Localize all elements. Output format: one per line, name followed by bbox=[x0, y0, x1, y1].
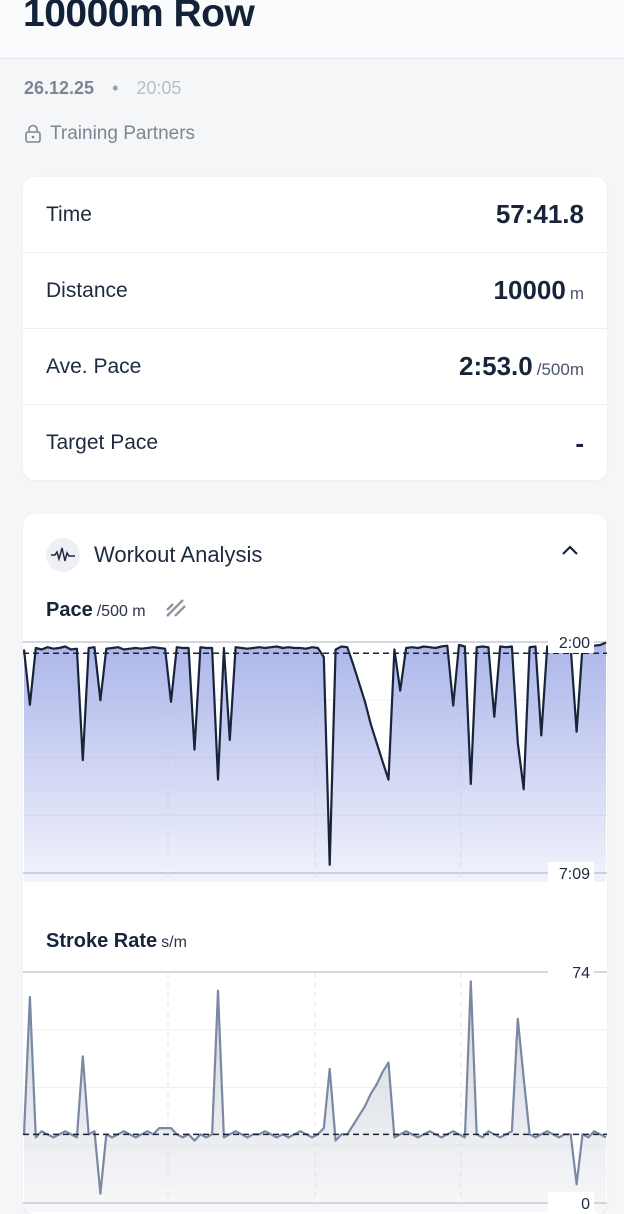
series-area bbox=[24, 981, 606, 1212]
stat-label: Distance bbox=[46, 278, 128, 302]
value-text: 10000 bbox=[493, 275, 566, 305]
visibility-setting[interactable]: Training Partners bbox=[24, 123, 195, 145]
visibility-label: Training Partners bbox=[50, 123, 196, 144]
value-text: 57:41.8 bbox=[495, 199, 584, 229]
value-text: 2:53.0 bbox=[459, 351, 533, 381]
pace-chart-title: Pace/500 m bbox=[46, 598, 189, 622]
workout-analysis-card: Workout Analysis Pace/500 m 2:00 7:09 Str… bbox=[23, 514, 607, 1214]
stat-value: 10000 m bbox=[494, 275, 584, 306]
y-tick-label: 0 bbox=[581, 1196, 590, 1212]
stat-row-distance: Distance 10000 m bbox=[23, 253, 607, 329]
stat-value: 57:41.8 bbox=[496, 199, 584, 230]
stat-row-target-pace: Target Pace - bbox=[23, 405, 607, 481]
separator: • bbox=[112, 78, 119, 98]
stat-label: Time bbox=[46, 202, 92, 226]
y-tick-label: 74 bbox=[572, 965, 590, 982]
page-title: 10000m Row bbox=[23, 0, 255, 35]
workout-time: 20:05 bbox=[136, 78, 182, 98]
y-tick-label: 7:09 bbox=[559, 866, 590, 882]
series-line bbox=[23, 980, 607, 1195]
pace-chart: 2:00 7:09 bbox=[23, 632, 607, 882]
tick-label-bg bbox=[548, 632, 594, 653]
stat-row-time: Time 57:41.8 bbox=[23, 177, 607, 253]
lock-icon bbox=[25, 124, 41, 143]
chart-unit: /500 m bbox=[96, 603, 146, 620]
split-toggle-icon[interactable] bbox=[165, 598, 189, 618]
stat-value: - bbox=[575, 428, 584, 459]
waveform-icon bbox=[46, 538, 80, 572]
analysis-header[interactable]: Workout Analysis bbox=[46, 538, 262, 572]
summary-card: Time 57:41.8 Distance 10000 m Ave. Pace 2:53… bbox=[23, 177, 607, 480]
stat-label: Ave. Pace bbox=[46, 354, 142, 378]
chart-title: Stroke Rate bbox=[46, 930, 158, 952]
stroke-rate-chart: 74 0 bbox=[23, 962, 607, 1212]
value-text: - bbox=[575, 427, 584, 458]
stat-value: 2:53.0/500m bbox=[459, 351, 584, 382]
stat-unit: /500m bbox=[536, 360, 584, 379]
chevron-up-icon[interactable] bbox=[561, 544, 579, 556]
header: 10000m Row bbox=[0, 0, 624, 59]
series-area bbox=[24, 642, 606, 882]
stat-label: Target Pace bbox=[46, 431, 159, 454]
workout-date: 26.12.25 bbox=[24, 78, 95, 98]
analysis-title: Workout Analysis bbox=[94, 542, 263, 567]
chart-title: Pace bbox=[46, 599, 93, 621]
y-tick-label: 2:00 bbox=[559, 635, 590, 652]
series-line bbox=[23, 641, 607, 866]
stat-row-ave-pace: Ave. Pace 2:53.0/500m bbox=[23, 329, 607, 405]
tick-label-bg bbox=[548, 962, 594, 983]
tick-label-bg bbox=[548, 862, 594, 882]
workout-meta: 26.12.25 • 20:05 bbox=[24, 78, 181, 99]
stat-unit: m bbox=[569, 284, 584, 303]
stroke-rate-chart-title: Stroke Rate s/m bbox=[46, 930, 187, 953]
chart-unit: s/m bbox=[161, 934, 187, 951]
